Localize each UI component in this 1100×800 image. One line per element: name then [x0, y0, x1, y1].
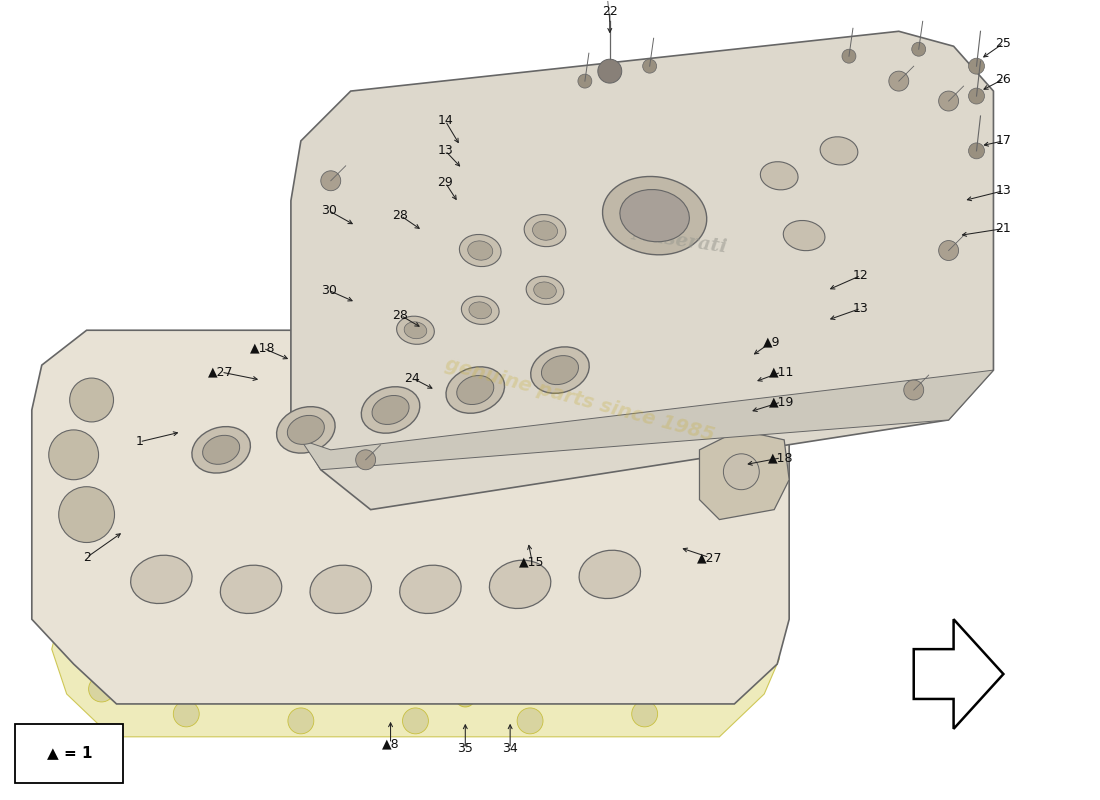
Circle shape — [321, 170, 341, 190]
Ellipse shape — [532, 221, 558, 240]
Circle shape — [904, 380, 924, 400]
Text: ▲ = 1: ▲ = 1 — [47, 746, 92, 760]
Polygon shape — [32, 330, 789, 704]
Text: 17: 17 — [996, 134, 1011, 147]
Circle shape — [288, 708, 313, 734]
Ellipse shape — [541, 356, 579, 385]
Ellipse shape — [287, 415, 324, 444]
Circle shape — [403, 708, 428, 734]
Ellipse shape — [490, 560, 551, 609]
Text: ▲19: ▲19 — [769, 395, 794, 409]
Ellipse shape — [760, 162, 799, 190]
Circle shape — [48, 430, 99, 480]
Ellipse shape — [397, 316, 434, 344]
Circle shape — [174, 701, 199, 727]
Text: 28: 28 — [393, 309, 408, 322]
Ellipse shape — [220, 565, 282, 614]
Circle shape — [69, 378, 113, 422]
Ellipse shape — [469, 302, 492, 318]
Text: ▲15: ▲15 — [519, 555, 544, 568]
Ellipse shape — [603, 177, 706, 255]
Circle shape — [716, 676, 742, 702]
Circle shape — [597, 59, 622, 83]
Circle shape — [642, 59, 657, 73]
Circle shape — [889, 71, 909, 91]
Ellipse shape — [399, 565, 461, 614]
Ellipse shape — [460, 234, 502, 266]
Ellipse shape — [579, 550, 640, 598]
Text: ▲8: ▲8 — [382, 738, 399, 750]
Text: 13: 13 — [996, 184, 1011, 198]
Text: ▲18: ▲18 — [769, 451, 794, 464]
FancyBboxPatch shape — [15, 724, 123, 782]
Text: 34: 34 — [503, 742, 518, 755]
Polygon shape — [52, 574, 779, 737]
Ellipse shape — [202, 435, 240, 464]
Ellipse shape — [276, 406, 336, 453]
Ellipse shape — [526, 276, 564, 305]
Ellipse shape — [456, 375, 494, 405]
Text: ▲27: ▲27 — [208, 366, 234, 378]
Text: 12: 12 — [852, 269, 869, 282]
Circle shape — [968, 143, 984, 159]
Ellipse shape — [783, 221, 825, 250]
Text: ▲9: ▲9 — [762, 336, 780, 349]
Text: 30: 30 — [321, 204, 337, 217]
Circle shape — [968, 58, 984, 74]
Text: 21: 21 — [996, 222, 1011, 235]
Circle shape — [631, 701, 658, 727]
Ellipse shape — [131, 555, 192, 603]
Text: 22: 22 — [602, 5, 618, 18]
Text: 1: 1 — [135, 435, 143, 448]
Ellipse shape — [404, 322, 427, 338]
Circle shape — [938, 241, 958, 261]
Text: genuine parts since 1985: genuine parts since 1985 — [443, 355, 717, 445]
Ellipse shape — [530, 347, 590, 394]
Ellipse shape — [372, 395, 409, 425]
Text: 24: 24 — [405, 371, 420, 385]
Circle shape — [842, 50, 856, 63]
Text: 13: 13 — [852, 302, 869, 315]
Polygon shape — [700, 430, 789, 519]
Circle shape — [912, 42, 926, 56]
Circle shape — [89, 676, 114, 702]
Polygon shape — [301, 370, 993, 470]
Text: 14: 14 — [438, 114, 453, 127]
Text: ▲27: ▲27 — [696, 551, 723, 564]
Text: ▲11: ▲11 — [769, 366, 794, 378]
Circle shape — [578, 74, 592, 88]
Text: ▲18: ▲18 — [251, 342, 276, 354]
Text: 35: 35 — [458, 742, 473, 755]
Text: 25: 25 — [996, 37, 1011, 50]
Text: Maserati: Maserati — [630, 225, 729, 256]
Ellipse shape — [620, 190, 690, 242]
Circle shape — [58, 486, 114, 542]
Text: 13: 13 — [438, 144, 453, 158]
Circle shape — [938, 91, 958, 111]
Ellipse shape — [534, 282, 557, 299]
Ellipse shape — [461, 296, 499, 324]
Circle shape — [724, 454, 759, 490]
Circle shape — [517, 708, 543, 734]
Text: 28: 28 — [393, 209, 408, 222]
Text: 29: 29 — [438, 176, 453, 190]
Text: 2: 2 — [82, 551, 90, 564]
Ellipse shape — [361, 386, 420, 434]
Ellipse shape — [446, 366, 505, 414]
Circle shape — [968, 88, 984, 104]
Circle shape — [455, 687, 475, 707]
Ellipse shape — [821, 137, 858, 165]
Ellipse shape — [191, 426, 251, 473]
Text: 30: 30 — [321, 284, 337, 297]
Ellipse shape — [468, 241, 493, 260]
Polygon shape — [914, 619, 1003, 729]
Polygon shape — [290, 31, 993, 510]
Text: 26: 26 — [996, 73, 1011, 86]
Ellipse shape — [525, 214, 565, 246]
Ellipse shape — [310, 565, 372, 614]
Circle shape — [355, 450, 375, 470]
